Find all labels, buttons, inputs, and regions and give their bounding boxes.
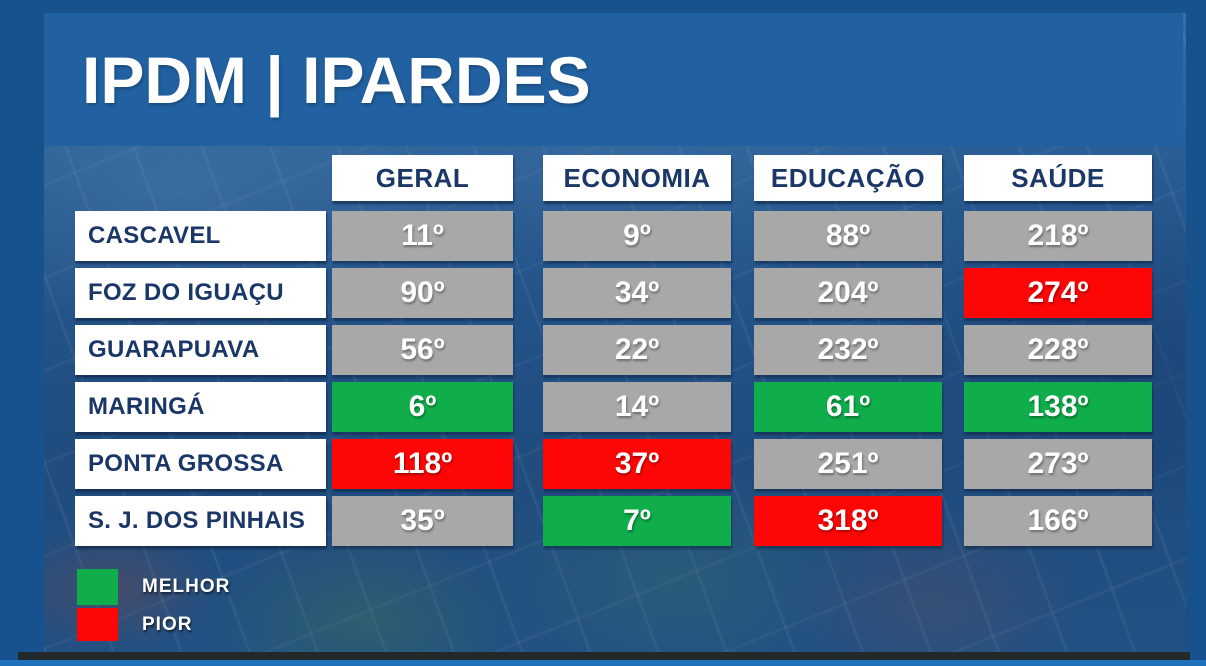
column-header-economia: ECONOMIA xyxy=(543,155,731,201)
rank-cell: 7º xyxy=(543,496,731,546)
table-row: FOZ DO IGUAÇU 90º 34º 204º 274º xyxy=(75,268,1152,318)
page-title: IPDM | IPARDES xyxy=(82,42,591,117)
table-row: CASCAVEL 11º 9º 88º 218º xyxy=(75,211,1152,261)
row-label-maringa: MARINGÁ xyxy=(75,382,326,432)
table-row: GUARAPUAVA 56º 22º 232º 228º xyxy=(75,325,1152,375)
rank-cell: 274º xyxy=(964,268,1152,318)
legend: MELHOR PIOR xyxy=(77,569,230,641)
rank-cell: 6º xyxy=(332,382,513,432)
bottom-dark-strip xyxy=(18,652,1190,660)
header-spacer xyxy=(75,155,332,201)
rank-cell: 218º xyxy=(964,211,1152,261)
rank-cell: 37º xyxy=(543,439,731,489)
rank-cell: 56º xyxy=(332,325,513,375)
column-header-saude: SAÚDE xyxy=(964,155,1152,201)
title-band: IPDM | IPARDES xyxy=(44,13,1183,146)
table-row: PONTA GROSSA 118º 37º 251º 273º xyxy=(75,439,1152,489)
rank-cell: 88º xyxy=(754,211,942,261)
row-label-foz-do-iguacu: FOZ DO IGUAÇU xyxy=(75,268,326,318)
legend-label-best: MELHOR xyxy=(142,576,231,597)
ranking-table: GERAL ECONOMIA EDUCAÇÃO SAÚDE CASCAVEL 1… xyxy=(75,155,1152,553)
row-label-sj-dos-pinhais: S. J. DOS PINHAIS xyxy=(75,496,326,546)
rank-cell: 166º xyxy=(964,496,1152,546)
legend-item-best: MELHOR xyxy=(77,569,230,605)
legend-swatch-best xyxy=(77,569,118,605)
rank-cell: 232º xyxy=(754,325,942,375)
table-row: MARINGÁ 6º 14º 61º 138º xyxy=(75,382,1152,432)
rank-cell: 11º xyxy=(332,211,513,261)
row-label-guarapuava: GUARAPUAVA xyxy=(75,325,326,375)
rank-cell: 228º xyxy=(964,325,1152,375)
rank-cell: 251º xyxy=(754,439,942,489)
rank-cell: 35º xyxy=(332,496,513,546)
legend-item-worst: PIOR xyxy=(77,608,230,641)
rank-cell: 22º xyxy=(543,325,731,375)
rank-cell: 138º xyxy=(964,382,1152,432)
legend-swatch-worst xyxy=(77,608,118,641)
bottom-blue-bar xyxy=(0,660,1206,666)
rank-cell: 90º xyxy=(332,268,513,318)
rank-cell: 318º xyxy=(754,496,942,546)
row-label-ponta-grossa: PONTA GROSSA xyxy=(75,439,326,489)
rank-cell: 273º xyxy=(964,439,1152,489)
table-row: S. J. DOS PINHAIS 35º 7º 318º 166º xyxy=(75,496,1152,546)
rank-cell: 9º xyxy=(543,211,731,261)
rank-cell: 14º xyxy=(543,382,731,432)
table-header-row: GERAL ECONOMIA EDUCAÇÃO SAÚDE xyxy=(75,155,1152,201)
column-header-educacao: EDUCAÇÃO xyxy=(754,155,942,201)
rank-cell: 61º xyxy=(754,382,942,432)
rank-cell: 34º xyxy=(543,268,731,318)
legend-label-worst: PIOR xyxy=(142,613,193,635)
row-label-cascavel: CASCAVEL xyxy=(75,211,326,261)
rank-cell: 118º xyxy=(332,439,513,489)
column-header-geral: GERAL xyxy=(332,155,513,201)
rank-cell: 204º xyxy=(754,268,942,318)
